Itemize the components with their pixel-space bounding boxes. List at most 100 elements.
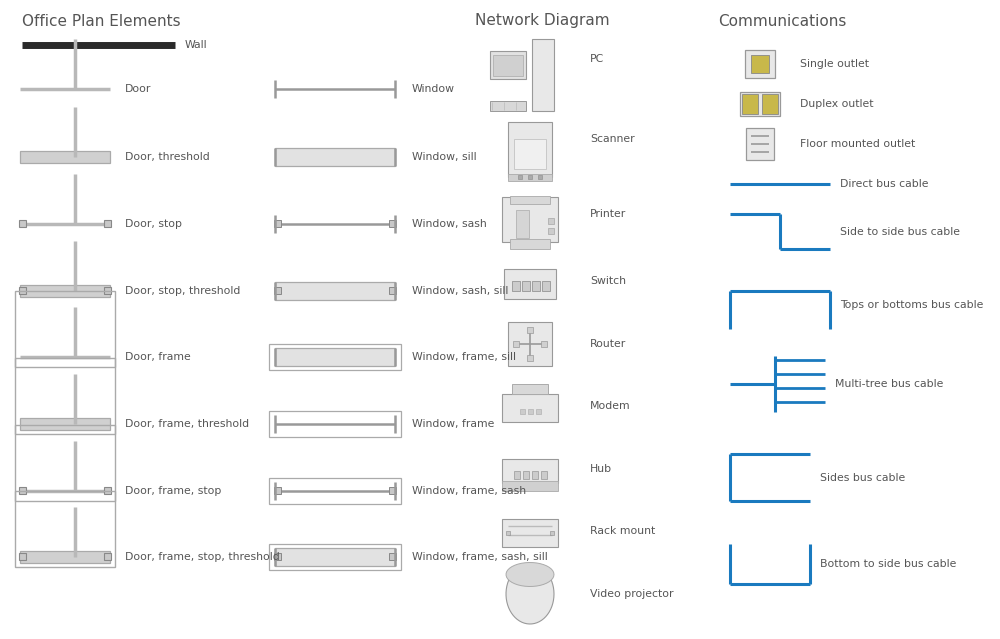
Polygon shape: [104, 287, 111, 294]
Polygon shape: [389, 220, 396, 227]
Polygon shape: [275, 282, 395, 300]
Polygon shape: [20, 551, 110, 563]
Text: Bottom to side bus cable: Bottom to side bus cable: [820, 559, 956, 569]
Polygon shape: [275, 348, 395, 366]
Polygon shape: [19, 220, 26, 227]
Polygon shape: [751, 55, 769, 73]
Polygon shape: [506, 531, 510, 535]
Polygon shape: [548, 218, 554, 224]
Text: Tops or bottoms bus cable: Tops or bottoms bus cable: [840, 300, 983, 310]
Polygon shape: [541, 341, 547, 347]
Polygon shape: [510, 196, 550, 204]
Polygon shape: [508, 122, 552, 177]
Text: Door, stop, threshold: Door, stop, threshold: [125, 286, 240, 296]
Polygon shape: [523, 471, 529, 479]
Polygon shape: [742, 94, 758, 114]
Text: Door, frame, stop: Door, frame, stop: [125, 486, 221, 496]
Text: Door, threshold: Door, threshold: [125, 152, 210, 162]
Text: Door: Door: [125, 84, 151, 94]
Text: Modem: Modem: [590, 401, 631, 411]
Polygon shape: [527, 327, 533, 333]
Text: Door, frame, stop, threshold: Door, frame, stop, threshold: [125, 552, 280, 562]
Text: Window, frame, sill: Window, frame, sill: [412, 352, 516, 362]
Text: Window, frame: Window, frame: [412, 419, 494, 429]
Text: Window, sill: Window, sill: [412, 152, 477, 162]
Text: Video projector: Video projector: [590, 589, 674, 599]
Text: Multi-tree bus cable: Multi-tree bus cable: [835, 379, 943, 389]
Polygon shape: [508, 322, 552, 366]
Text: Door, frame: Door, frame: [125, 352, 191, 362]
Polygon shape: [548, 228, 554, 234]
Polygon shape: [19, 487, 26, 494]
Polygon shape: [520, 409, 525, 414]
Polygon shape: [532, 281, 540, 291]
Polygon shape: [528, 409, 533, 414]
Polygon shape: [20, 285, 110, 297]
Text: Window, frame, sash: Window, frame, sash: [412, 486, 526, 496]
Polygon shape: [493, 55, 523, 76]
Text: Hub: Hub: [590, 464, 612, 474]
Text: Direct bus cable: Direct bus cable: [840, 179, 928, 189]
Polygon shape: [274, 553, 281, 560]
Polygon shape: [516, 210, 529, 238]
Polygon shape: [490, 51, 526, 79]
Polygon shape: [274, 220, 281, 227]
Polygon shape: [527, 355, 533, 361]
Polygon shape: [513, 341, 519, 347]
Polygon shape: [490, 101, 526, 111]
Text: Printer: Printer: [590, 209, 626, 219]
Polygon shape: [389, 487, 396, 494]
Polygon shape: [104, 553, 111, 560]
Polygon shape: [502, 459, 558, 483]
Polygon shape: [275, 548, 395, 566]
Text: Switch: Switch: [590, 276, 626, 286]
Polygon shape: [541, 471, 547, 479]
Polygon shape: [762, 94, 778, 114]
Polygon shape: [740, 92, 780, 116]
Polygon shape: [508, 174, 552, 181]
Polygon shape: [274, 487, 281, 494]
Polygon shape: [104, 487, 111, 494]
Text: Door, frame, threshold: Door, frame, threshold: [125, 419, 249, 429]
Text: Side to side bus cable: Side to side bus cable: [840, 227, 960, 237]
Polygon shape: [746, 128, 774, 160]
Text: Sides bus cable: Sides bus cable: [820, 473, 905, 483]
Polygon shape: [510, 239, 550, 249]
Text: Wall: Wall: [185, 40, 208, 50]
Polygon shape: [502, 481, 558, 491]
Polygon shape: [19, 287, 26, 294]
Text: PC: PC: [590, 54, 604, 64]
Polygon shape: [538, 175, 542, 179]
Polygon shape: [20, 151, 110, 163]
Text: Communications: Communications: [718, 13, 846, 29]
Polygon shape: [389, 287, 396, 294]
Text: Scanner: Scanner: [590, 134, 635, 144]
Polygon shape: [506, 564, 554, 624]
Text: Office Plan Elements: Office Plan Elements: [22, 13, 181, 29]
Polygon shape: [514, 471, 520, 479]
Polygon shape: [518, 175, 522, 179]
Text: Single outlet: Single outlet: [800, 59, 869, 69]
Text: Door, stop: Door, stop: [125, 219, 182, 229]
Polygon shape: [504, 269, 556, 299]
Text: Router: Router: [590, 339, 626, 349]
Text: Window, sash, sill: Window, sash, sill: [412, 286, 508, 296]
Text: Window, sash: Window, sash: [412, 219, 487, 229]
Text: Duplex outlet: Duplex outlet: [800, 99, 874, 109]
Polygon shape: [522, 281, 530, 291]
Text: Network Diagram: Network Diagram: [475, 13, 610, 29]
Polygon shape: [532, 39, 554, 111]
Polygon shape: [502, 519, 558, 547]
Text: Rack mount: Rack mount: [590, 526, 655, 536]
Polygon shape: [104, 220, 111, 227]
Polygon shape: [745, 50, 775, 78]
Polygon shape: [502, 394, 558, 422]
Polygon shape: [512, 384, 548, 394]
Text: Floor mounted outlet: Floor mounted outlet: [800, 139, 915, 149]
Polygon shape: [514, 139, 546, 169]
Polygon shape: [506, 562, 554, 587]
Text: Window: Window: [412, 84, 455, 94]
Polygon shape: [512, 281, 520, 291]
Polygon shape: [528, 175, 532, 179]
Polygon shape: [536, 409, 541, 414]
